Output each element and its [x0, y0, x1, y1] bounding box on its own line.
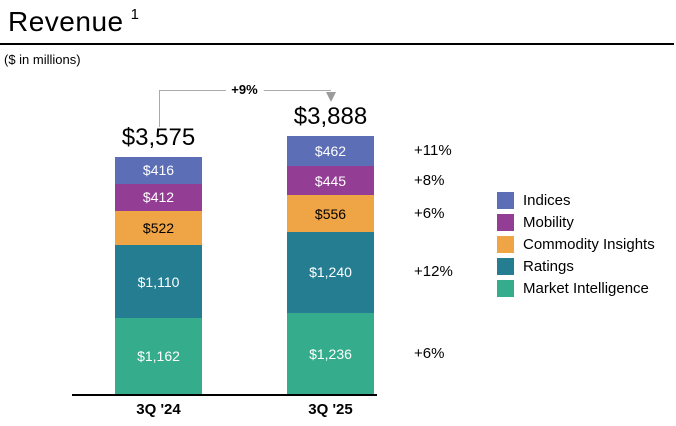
segment-change-indices: +11% — [414, 142, 452, 160]
legend-label: Ratings — [523, 258, 574, 275]
legend-item-indices: Indices — [497, 192, 655, 209]
legend-swatch-market-intelligence — [497, 280, 514, 297]
bar-segment-ratings: $1,110 — [115, 245, 202, 318]
bar-segment-commodity-insights: $556 — [287, 195, 374, 232]
legend-swatch-ratings — [497, 258, 514, 275]
legend-swatch-mobility — [497, 214, 514, 231]
x-axis-label: 3Q '24 — [136, 401, 181, 418]
x-axis-line — [72, 394, 377, 396]
legend-label: Market Intelligence — [523, 280, 649, 297]
legend-label: Indices — [523, 192, 571, 209]
bar-total-label: $3,888 — [293, 102, 368, 130]
legend-swatch-commodity-insights — [497, 236, 514, 253]
growth-arrow-head — [326, 92, 336, 102]
x-axis-label: 3Q '25 — [308, 401, 353, 418]
legend-item-market-intelligence: Market Intelligence — [497, 280, 655, 297]
bar-segment-market-intelligence: $1,162 — [115, 317, 202, 394]
legend-item-commodity-insights: Commodity Insights — [497, 236, 655, 253]
bar-segment-market-intelligence: $1,236 — [287, 313, 374, 394]
title-text: Revenue — [8, 6, 124, 37]
bar-total-label: $3,575 — [121, 123, 196, 151]
total-change-label: +9% — [225, 82, 264, 97]
segment-change-ratings: +12% — [414, 263, 453, 281]
bar-segment-indices: $416 — [115, 156, 202, 184]
bar-segment-mobility: $412 — [115, 184, 202, 211]
legend-swatch-indices — [497, 192, 514, 209]
bar-segment-indices: $462 — [287, 135, 374, 167]
legend-item-ratings: Ratings — [497, 258, 655, 275]
page-title: Revenue 1 — [8, 6, 139, 38]
bar-segment-commodity-insights: $522 — [115, 210, 202, 246]
title-divider — [0, 43, 674, 45]
legend-item-mobility: Mobility — [497, 214, 655, 231]
legend-label: Commodity Insights — [523, 236, 655, 253]
growth-arrow-vertical — [158, 90, 160, 127]
segment-change-market-intelligence: +6% — [414, 344, 445, 362]
chart-legend: Indices Mobility Commodity Insights Ratings… — [497, 192, 655, 302]
legend-label: Mobility — [523, 214, 574, 231]
segment-change-mobility: +8% — [414, 171, 445, 189]
title-superscript: 1 — [130, 5, 140, 23]
segment-change-commodity-insights: +6% — [414, 204, 445, 222]
bar-segment-ratings: $1,240 — [287, 231, 374, 314]
bar-segment-mobility: $445 — [287, 166, 374, 196]
units-label: ($ in millions) — [4, 52, 81, 67]
